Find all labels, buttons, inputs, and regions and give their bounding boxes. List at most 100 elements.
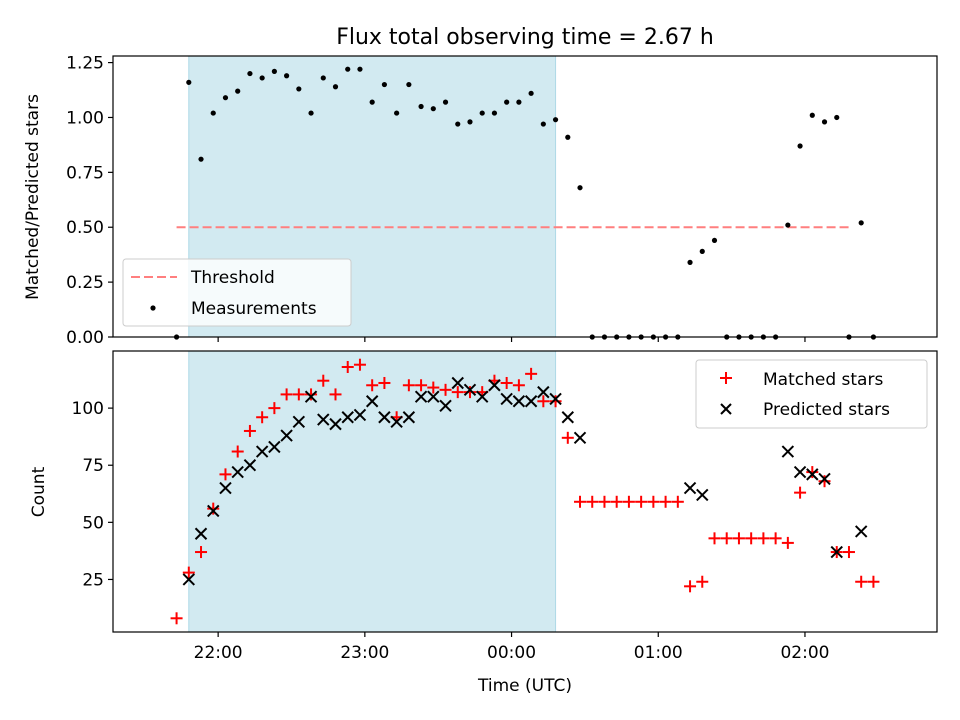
matched-star-point [635, 495, 648, 508]
matched-star-point [268, 402, 281, 415]
bottom-y-tick-label: 25 [82, 570, 104, 590]
matched-star-point [537, 395, 550, 408]
predicted-star-point [451, 376, 464, 390]
legend-threshold-label: Threshold [190, 268, 275, 288]
matched-star-point [280, 388, 293, 401]
predicted-star-point [365, 395, 379, 408]
matched-star-point [353, 358, 366, 371]
matched-star-point [195, 546, 208, 559]
measurement-point [540, 121, 546, 127]
predicted-star-point [818, 472, 831, 486]
matched-star-point [219, 468, 232, 481]
measurement-point [528, 90, 534, 96]
matched-star-point [610, 495, 623, 508]
measurement-point [455, 121, 461, 127]
predicted-star-point [329, 417, 342, 431]
bottom-y-tick-label: 100 [72, 399, 104, 419]
predicted-star-point [207, 504, 220, 518]
matched-star-point [659, 495, 672, 508]
measurement-point [357, 66, 363, 72]
legend-predicted-label: Predicted stars [763, 400, 890, 420]
measurement-point [320, 75, 326, 81]
predicted-star-point [280, 429, 293, 442]
predicted-star-point [549, 392, 562, 406]
matched-star-point [794, 486, 807, 499]
measurement-point [332, 84, 339, 90]
predicted-star-point [243, 459, 257, 472]
matched-star-point [439, 383, 452, 396]
predicted-star-point [512, 395, 526, 408]
predicted-star-point [488, 379, 501, 392]
x-tick-label: 23:00 [340, 643, 389, 663]
measurement-point [516, 99, 522, 105]
measurement-point [711, 237, 718, 244]
matched-star-point [170, 612, 183, 625]
predicted-star-point [255, 445, 269, 458]
measurement-point [369, 99, 375, 105]
matched-star-point [745, 532, 758, 545]
matched-star-point [402, 379, 415, 392]
top-y-tick-label: 0.50 [66, 218, 104, 238]
bottom-y-tick-label: 75 [82, 456, 104, 476]
measurement-point [834, 114, 840, 121]
matched-star-point [256, 411, 269, 424]
predicted-star-point [696, 488, 709, 502]
bottom-y-axis-label: Count [29, 466, 49, 517]
predicted-star-point [806, 468, 819, 481]
matched-star-point [305, 388, 318, 401]
x-tick-label: 02:00 [780, 643, 829, 663]
shaded-span [188, 350, 557, 633]
matched-star-point [671, 495, 684, 508]
matched-star-point [341, 360, 354, 373]
matched-star-point [806, 466, 819, 479]
matched-star-point [415, 379, 428, 392]
top-plot-frame [112, 55, 938, 338]
matched-star-point [317, 374, 330, 387]
matched-star-point [549, 395, 562, 408]
measurement-point [491, 110, 498, 116]
measurement-point [809, 112, 815, 118]
bottom-y-tick-label: 50 [82, 513, 104, 533]
predicted-star-point [524, 395, 538, 408]
matched-star-point [512, 379, 525, 392]
predicted-star-point [390, 415, 403, 429]
top-y-tick-label: 1.25 [66, 54, 104, 74]
predicted-star-point [476, 390, 489, 403]
matched-star-point [586, 495, 599, 508]
matched-star-point [647, 495, 660, 508]
measurement-point [785, 222, 791, 228]
measurement-point [222, 95, 229, 101]
top-y-tick-label: 0.75 [66, 163, 104, 183]
measurement-point [821, 119, 828, 125]
predicted-star-point [402, 411, 416, 424]
matched-star-point [818, 475, 831, 488]
measurement-point [247, 70, 253, 77]
top-legend: Threshold Measurements [122, 258, 352, 327]
predicted-star-point [378, 411, 391, 424]
x-tick-label: 22:00 [194, 643, 243, 663]
matched-star-point [696, 575, 709, 588]
predicted-star-point [781, 445, 795, 458]
measurement-point [504, 99, 510, 105]
matched-star-point [867, 575, 880, 588]
predicted-star-point [830, 545, 843, 559]
bottom-legend-box [695, 359, 928, 429]
matched-star-point [329, 388, 342, 401]
x-tick-label: 00:00 [487, 643, 536, 663]
figure-title: Flux total observing time = 2.67 h [336, 25, 714, 50]
bottom-legend: Matched stars Predicted stars [695, 359, 928, 429]
measurement-point [259, 75, 265, 81]
measurement-point [296, 86, 302, 92]
measurement-point [858, 220, 864, 226]
matched-star-point [781, 536, 794, 549]
matched-star-point [757, 532, 770, 545]
predicted-star-point [463, 383, 477, 397]
predicted-star-point [292, 415, 306, 429]
matched-star-point [243, 424, 256, 437]
predicted-star-point [353, 408, 367, 422]
matched-star-point [182, 566, 195, 579]
matched-star-point [769, 532, 782, 545]
top-y-tick-label: 1.00 [66, 108, 104, 128]
top-y-tick-label: 0.00 [66, 328, 104, 348]
matched-star-point [231, 445, 244, 458]
